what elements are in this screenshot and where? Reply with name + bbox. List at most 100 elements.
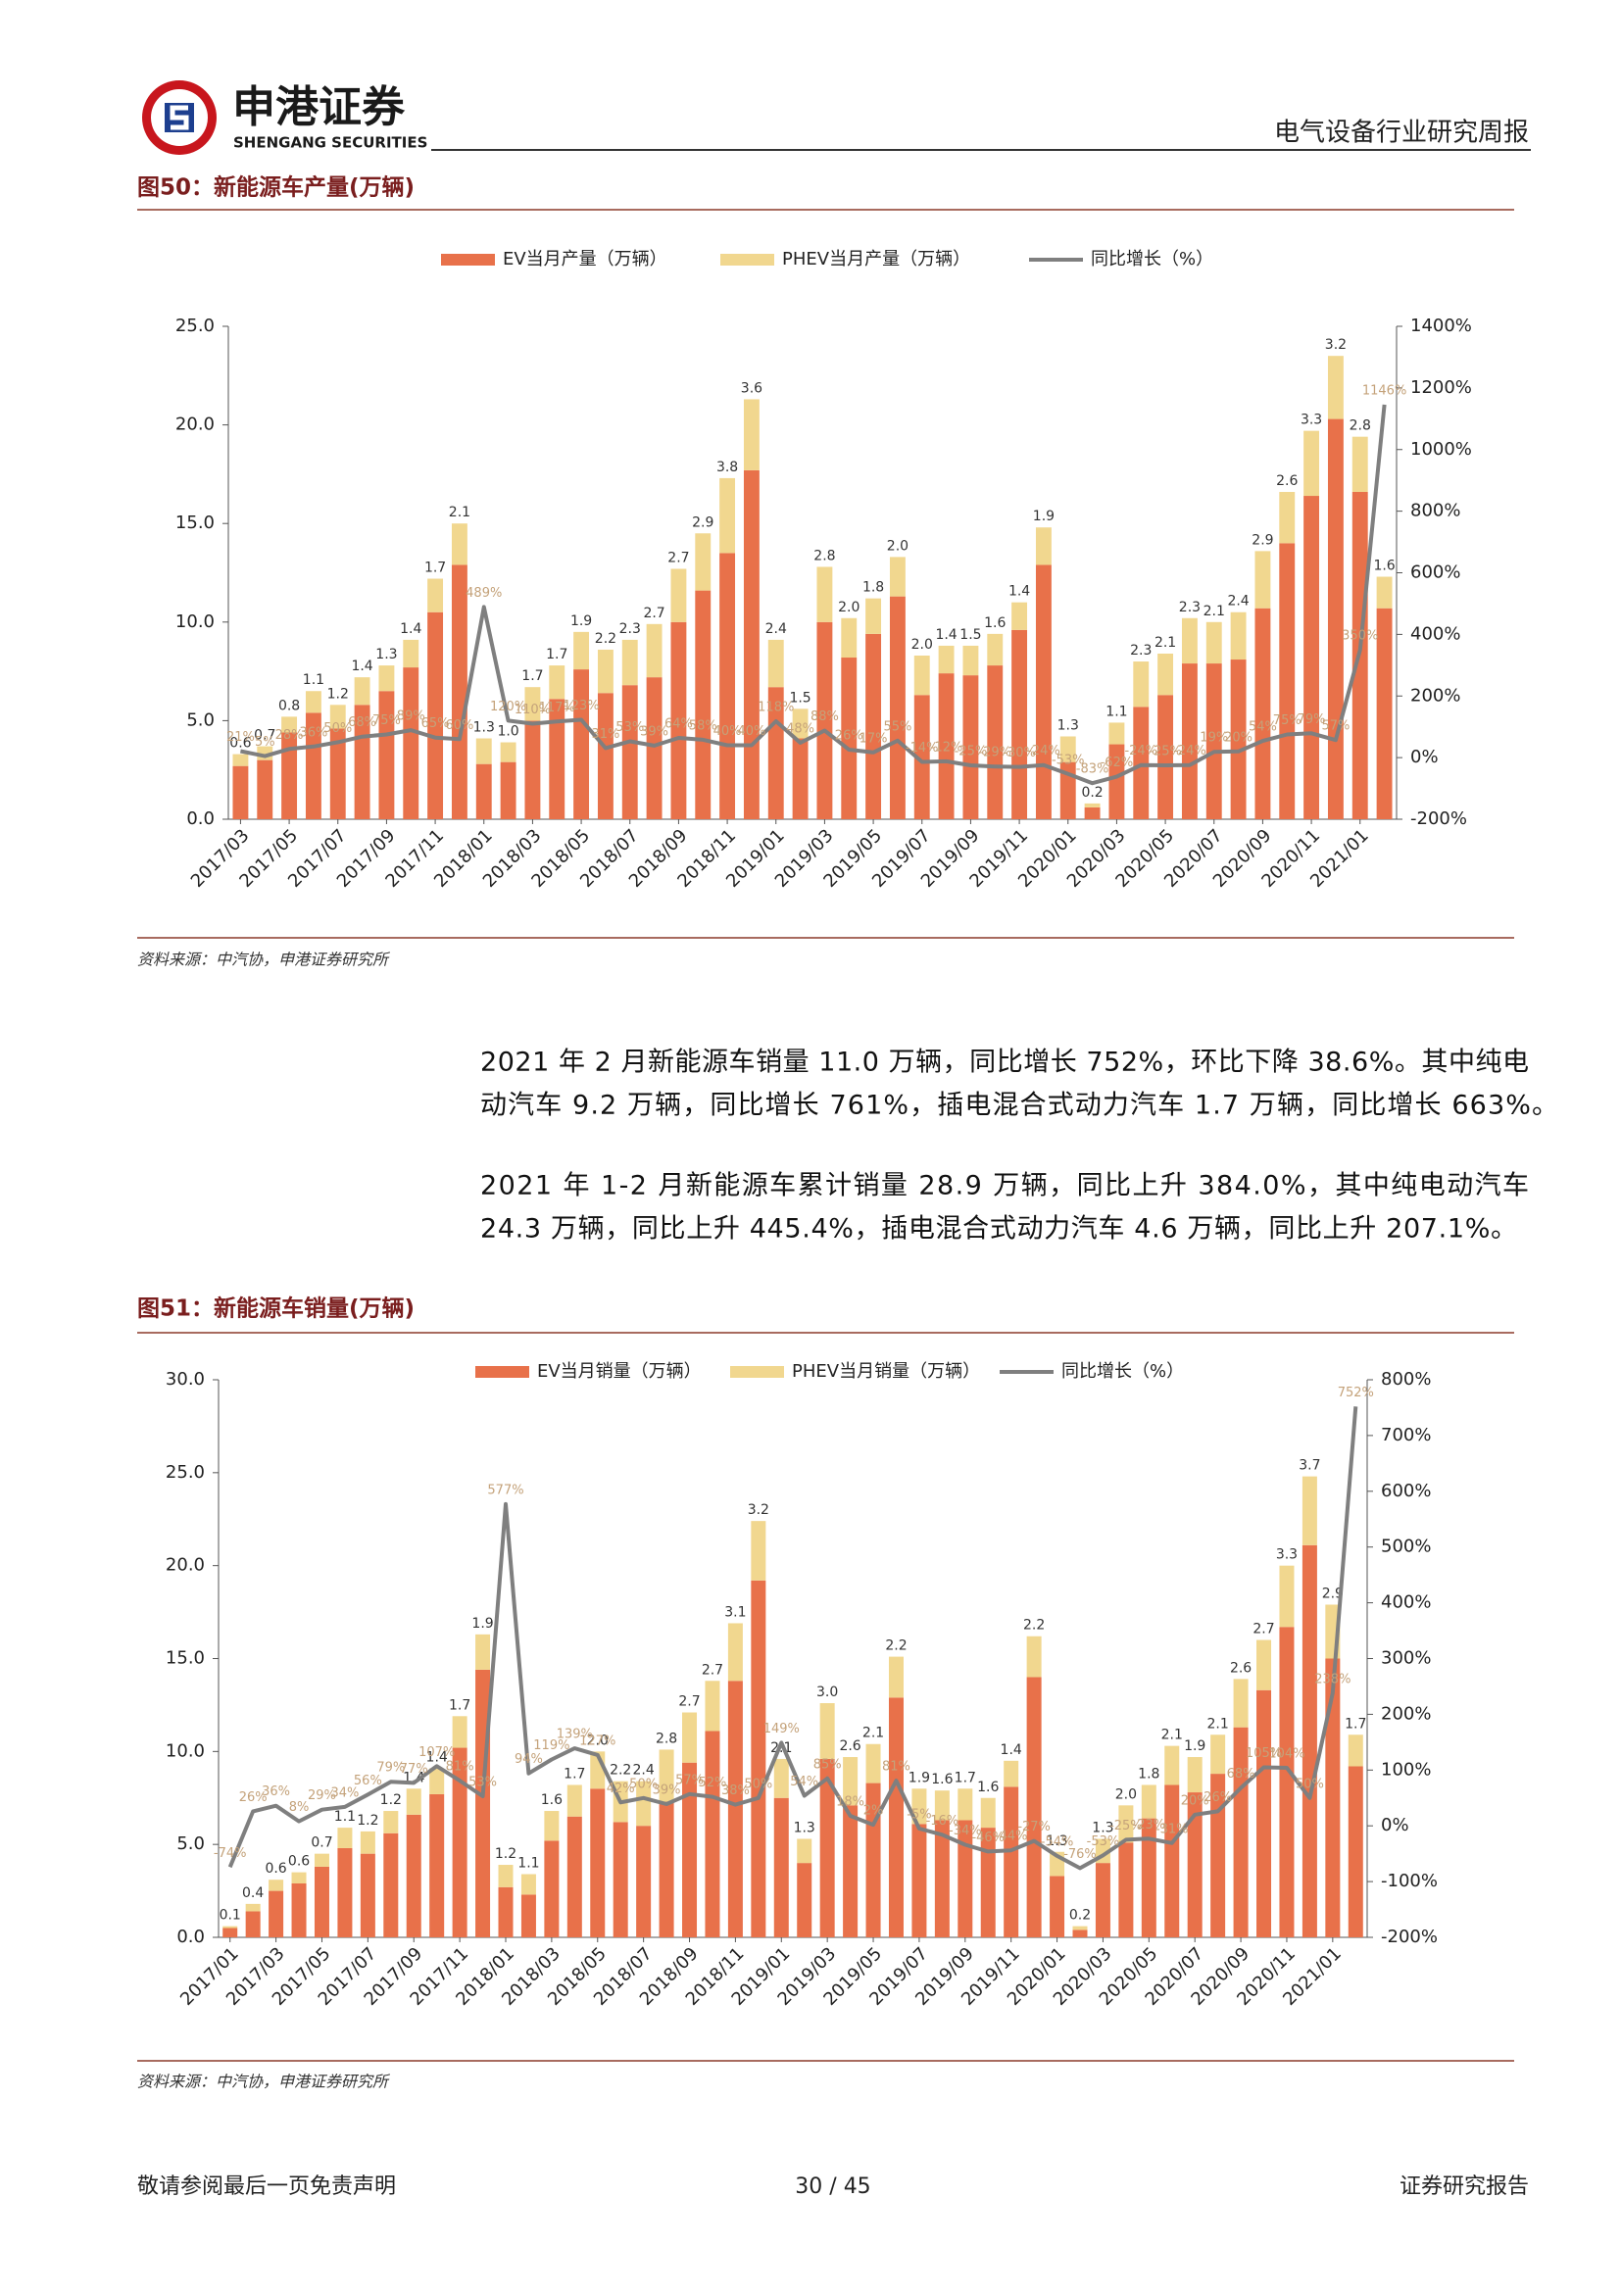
bar-segment [544,1840,560,1937]
yoy-label: 79% [376,1761,405,1776]
yoy-label: 65% [421,716,450,731]
bar-segment [797,1838,812,1864]
bar-segment [705,1681,720,1732]
y2-tick-label: 400% [1410,623,1460,644]
bar-segment [1279,543,1296,819]
bar-segment [682,1762,698,1937]
bar-segment [1164,1784,1180,1937]
bar-segment [773,1797,789,1937]
data-label: 2.6 [1230,1660,1252,1676]
y2-tick-label: 200% [1381,1703,1431,1724]
bar-segment [719,553,736,819]
data-label: 0.6 [288,1854,310,1870]
bar-segment [727,1681,743,1937]
legend-label: 同比增长（%） [1091,249,1213,269]
bar-segment [245,1903,261,1912]
yoy-label: 50% [1296,1777,1324,1791]
bar-segment [1256,1689,1272,1937]
yoy-label: 68% [1227,1767,1255,1782]
data-label: 1.4 [935,627,957,643]
yoy-label: 110% [515,703,551,717]
data-label: 1.4 [1001,1742,1022,1758]
yoy-label: -74% [214,1846,247,1861]
bar-segment [911,1824,927,1937]
bar-segment [232,754,249,766]
data-label: 2.3 [1130,643,1152,659]
bar-segment [980,1828,996,1937]
bar-segment [1133,707,1150,819]
yoy-label: -29% [978,746,1011,760]
bar-segment [659,1749,674,1802]
y2-tick-label: -100% [1381,1871,1438,1891]
yoy-label: 75% [1273,713,1302,728]
figure-caption: 图50：新能源车产量(万辆) [137,174,415,201]
yoy-label: 48% [786,722,814,737]
yoy-label: 26% [835,728,863,743]
bar-segment [269,1880,284,1891]
data-label: 2.6 [839,1738,860,1754]
data-label: 2.7 [1253,1622,1274,1637]
bar-segment [354,677,370,706]
yoy-label: 26% [1203,1790,1232,1805]
data-label: 3.7 [1299,1458,1320,1474]
bar-segment [980,1797,996,1829]
yoy-label: -16% [926,1814,959,1829]
yoy-label: 21% [226,730,255,745]
data-label: 0.8 [278,698,300,713]
data-label: 1.9 [909,1770,930,1785]
bar-segment [621,685,638,819]
data-label: 2.1 [1161,1728,1183,1743]
yoy-label: -53% [1052,753,1085,767]
y-tick-label: 10.0 [166,1740,205,1761]
yoy-label: 85% [813,1757,842,1772]
bar-segment [1210,1774,1226,1937]
bar-segment [544,1811,560,1841]
data-label: 0.1 [220,1908,241,1924]
y-tick-label: 15.0 [175,513,215,533]
bar-segment [962,645,979,676]
bar-segment [354,705,370,819]
data-label: 2.4 [633,1763,655,1779]
yoy-label: 107% [418,1745,455,1760]
data-label: 1.6 [1373,559,1395,574]
yoy-label: 57% [1321,719,1350,734]
bar-segment [1254,608,1271,819]
data-label: 2.7 [702,1662,723,1678]
data-label: 3.1 [724,1604,746,1620]
y2-tick-label: 100% [1381,1759,1431,1780]
bar-segment [792,738,809,819]
data-label: 2.6 [1276,473,1298,489]
bar-segment [1133,661,1150,708]
data-label: 0.7 [254,728,275,744]
bar-segment [524,720,541,819]
data-label: 2.0 [887,538,909,554]
bar-segment [670,568,687,622]
y2-tick-label: 700% [1381,1425,1431,1445]
data-label: 2.1 [1207,1716,1229,1732]
data-label: 1.3 [1092,1820,1113,1835]
yoy-label: 77% [400,1762,428,1777]
data-label: 2.4 [765,621,787,637]
bar-segment [1026,1677,1042,1937]
bar-segment [843,1757,859,1806]
data-label: 1.1 [1105,704,1127,719]
bar-segment [841,617,858,659]
bar-segment [843,1805,859,1937]
data-label: 2.7 [643,606,664,621]
yoy-label: -5% [907,1808,931,1823]
bar-segment [1233,1679,1249,1728]
data-label: 2.1 [862,1726,884,1741]
y-tick-label: 30.0 [166,1369,205,1390]
yoy-label: 39% [640,724,668,739]
yoy-label: 2% [863,1804,884,1819]
bar-segment [816,566,833,622]
bar-segment [621,639,638,686]
bar-segment [427,611,444,819]
bar-segment [1035,564,1052,819]
yoy-label: -25% [1149,744,1182,758]
yoy-label: -24% [1027,744,1060,758]
bar-segment [1004,1760,1019,1787]
bar-segment [406,1814,421,1937]
bar-segment [597,649,614,694]
data-label: 1.4 [1008,584,1030,600]
